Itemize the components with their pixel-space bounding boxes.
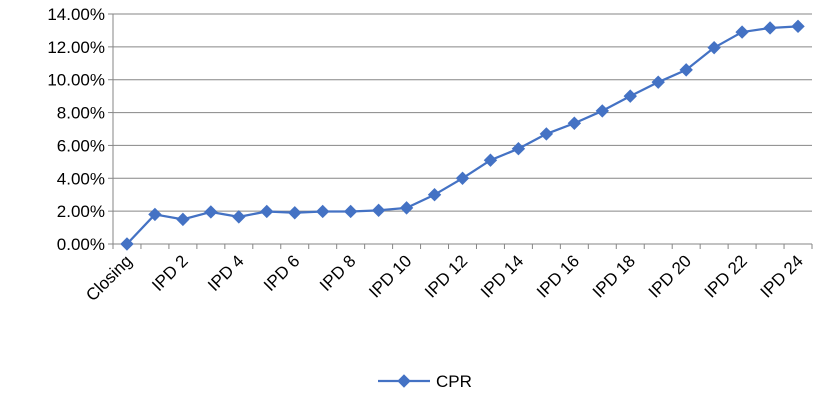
x-tick-label: IPD 10 [365, 251, 415, 301]
legend-diamond-icon [397, 374, 411, 388]
x-tick-label: IPD 20 [645, 251, 695, 301]
y-tick-label: 12.00% [47, 38, 105, 57]
data-point-marker [343, 204, 358, 219]
data-point-marker [455, 171, 470, 185]
data-point-marker [595, 104, 610, 118]
y-axis: 0.00% 2.00% 4.00% 6.00% 8.00% 10.00% 12.00% 14.… [47, 5, 114, 254]
x-tick-label: IPD 14 [477, 251, 527, 301]
x-tick-label: IPD 24 [757, 251, 807, 301]
data-point-marker [427, 188, 442, 202]
data-point-marker [120, 237, 134, 251]
data-point-marker [371, 203, 386, 218]
x-tick-label: IPD 18 [589, 251, 639, 301]
data-point-marker [232, 210, 246, 224]
data-point-marker [707, 40, 721, 55]
data-point-marker [623, 89, 637, 103]
data-point-marker [679, 63, 693, 77]
data-point-marker [511, 142, 526, 156]
x-tick-label: Closing [82, 251, 136, 305]
data-point-marker [483, 153, 498, 167]
data-point-marker [791, 19, 805, 34]
x-tick-label: IPD 4 [204, 251, 248, 295]
data-point-marker [315, 204, 330, 219]
gridlines [113, 13, 812, 212]
y-tick-label: 10.00% [47, 71, 105, 90]
data-point-marker [651, 75, 665, 89]
x-tick-label: IPD 6 [260, 251, 304, 295]
x-tick-label: IPD 2 [148, 251, 192, 295]
data-point-marker [176, 212, 190, 227]
y-tick-label: 14.00% [47, 5, 105, 24]
x-tick-label: IPD 22 [701, 251, 751, 301]
data-point-marker [204, 205, 218, 219]
data-point-marker [567, 116, 582, 130]
y-tick-label: 2.00% [57, 202, 105, 221]
y-tick-label: 6.00% [57, 136, 105, 155]
data-point-marker [288, 206, 302, 220]
data-point-marker [399, 201, 414, 215]
x-tick-label: IPD 12 [421, 251, 471, 301]
legend-label-cpr: CPR [436, 372, 472, 391]
data-point-marker [763, 21, 777, 35]
data-point-marker [735, 25, 749, 39]
x-tick-label: IPD 16 [533, 251, 583, 301]
data-point-marker [260, 204, 274, 219]
x-axis: Closing IPD 2 IPD 4 IPD 6 IPD 8 IPD 10 IPD 12 I… [82, 243, 813, 305]
y-tick-label: 0.00% [57, 235, 105, 254]
x-tick-label: IPD 8 [316, 251, 360, 295]
series-layer [120, 19, 805, 251]
data-point-marker [539, 127, 554, 141]
y-tick-label: 4.00% [57, 169, 105, 188]
data-point-marker [148, 207, 162, 222]
legend: CPR [378, 372, 472, 391]
y-tick-label: 8.00% [57, 104, 105, 123]
